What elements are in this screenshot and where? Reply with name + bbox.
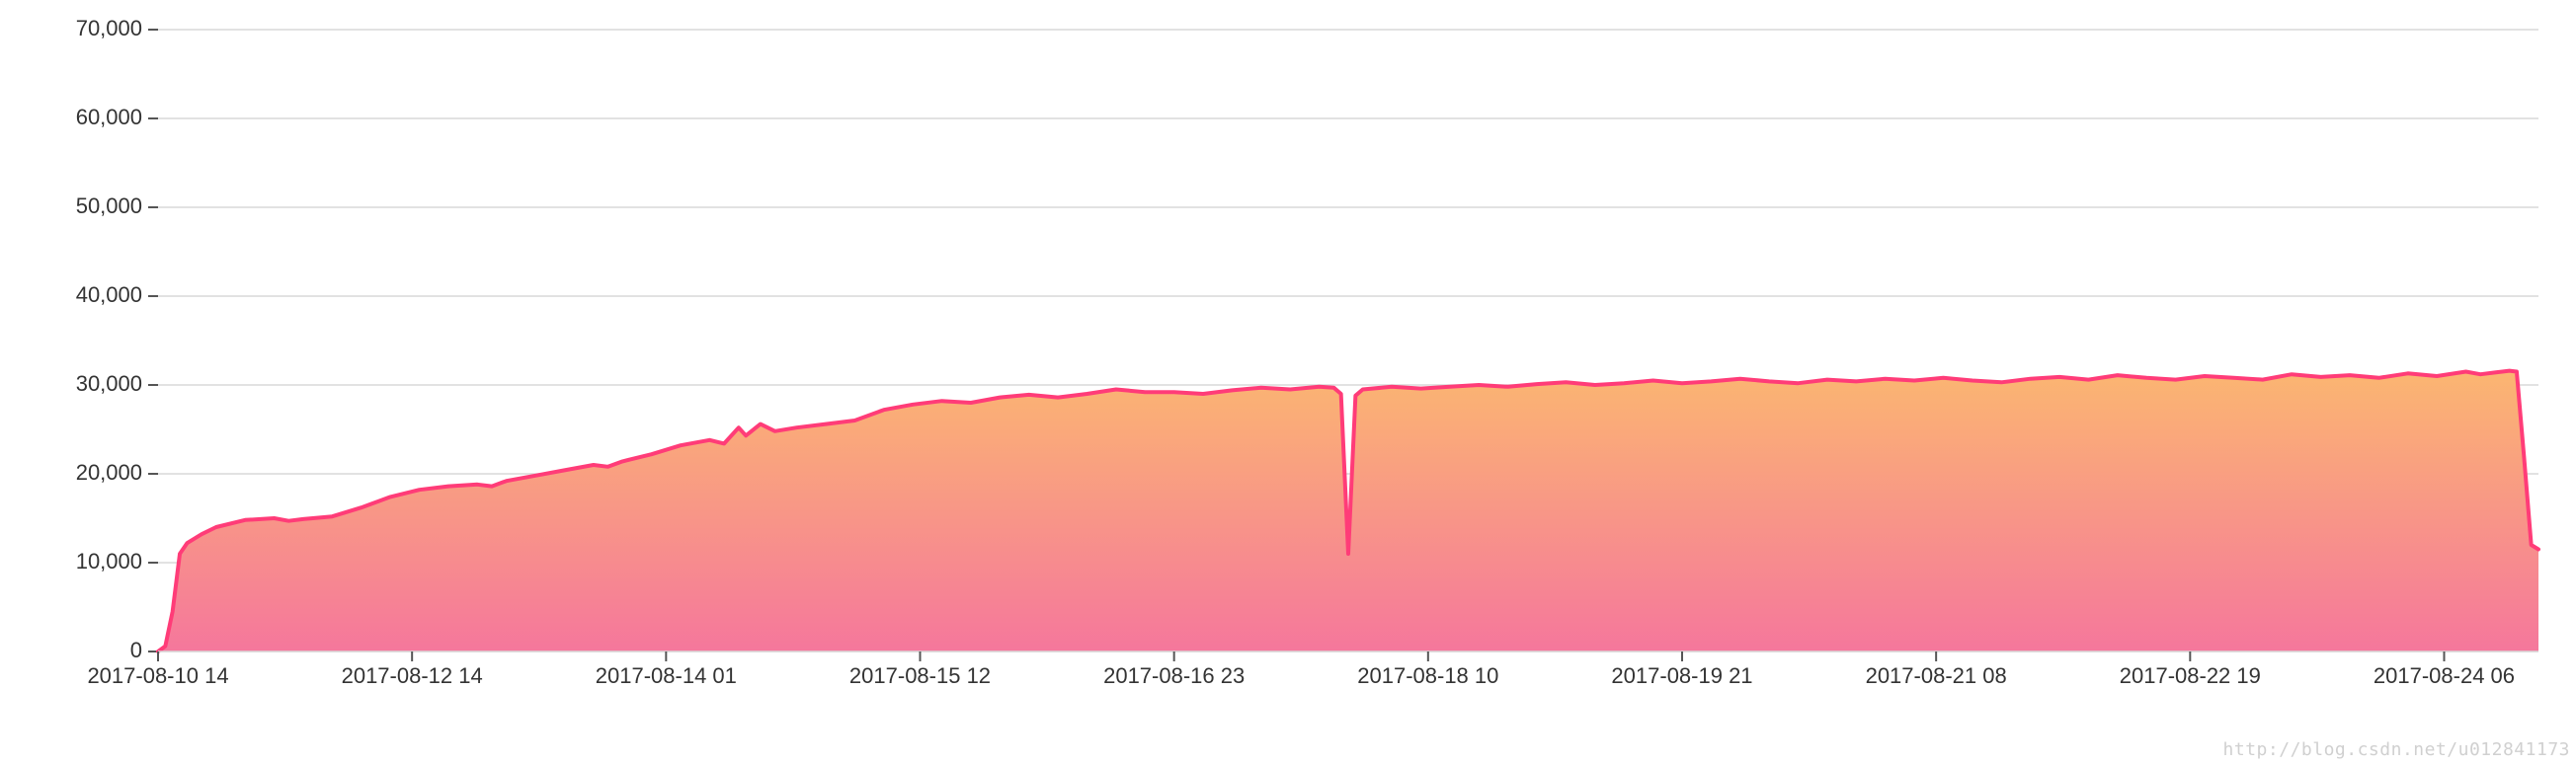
chart-container: 0 10,000 20,000 30,000 40,000 50,000 60,000 70,… xyxy=(0,0,2576,766)
x-tick-label: 2017-08-21 08 xyxy=(1866,663,2007,688)
y-tick-label: 30,000 xyxy=(76,371,142,396)
area-chart: 0 10,000 20,000 30,000 40,000 50,000 60,000 70,… xyxy=(0,0,2576,766)
y-tick-label: 50,000 xyxy=(76,193,142,218)
x-tick-label: 2017-08-19 21 xyxy=(1611,663,1752,688)
x-tick-label: 2017-08-12 14 xyxy=(342,663,483,688)
y-tick-label: 20,000 xyxy=(76,460,142,485)
x-tick-label: 2017-08-10 14 xyxy=(87,663,228,688)
y-tick-label: 60,000 xyxy=(76,105,142,129)
y-tick-label: 0 xyxy=(130,638,142,662)
x-tick-label: 2017-08-22 19 xyxy=(2120,663,2261,688)
x-tick-label: 2017-08-16 23 xyxy=(1103,663,1245,688)
x-tick-label: 2017-08-15 12 xyxy=(849,663,991,688)
x-tick-label: 2017-08-14 01 xyxy=(596,663,737,688)
x-tick-label: 2017-08-24 06 xyxy=(2374,663,2515,688)
x-tick-label: 2017-08-18 10 xyxy=(1357,663,1498,688)
y-tick-label: 70,000 xyxy=(76,16,142,40)
y-tick-label: 40,000 xyxy=(76,282,142,307)
y-tick-label: 10,000 xyxy=(76,549,142,574)
